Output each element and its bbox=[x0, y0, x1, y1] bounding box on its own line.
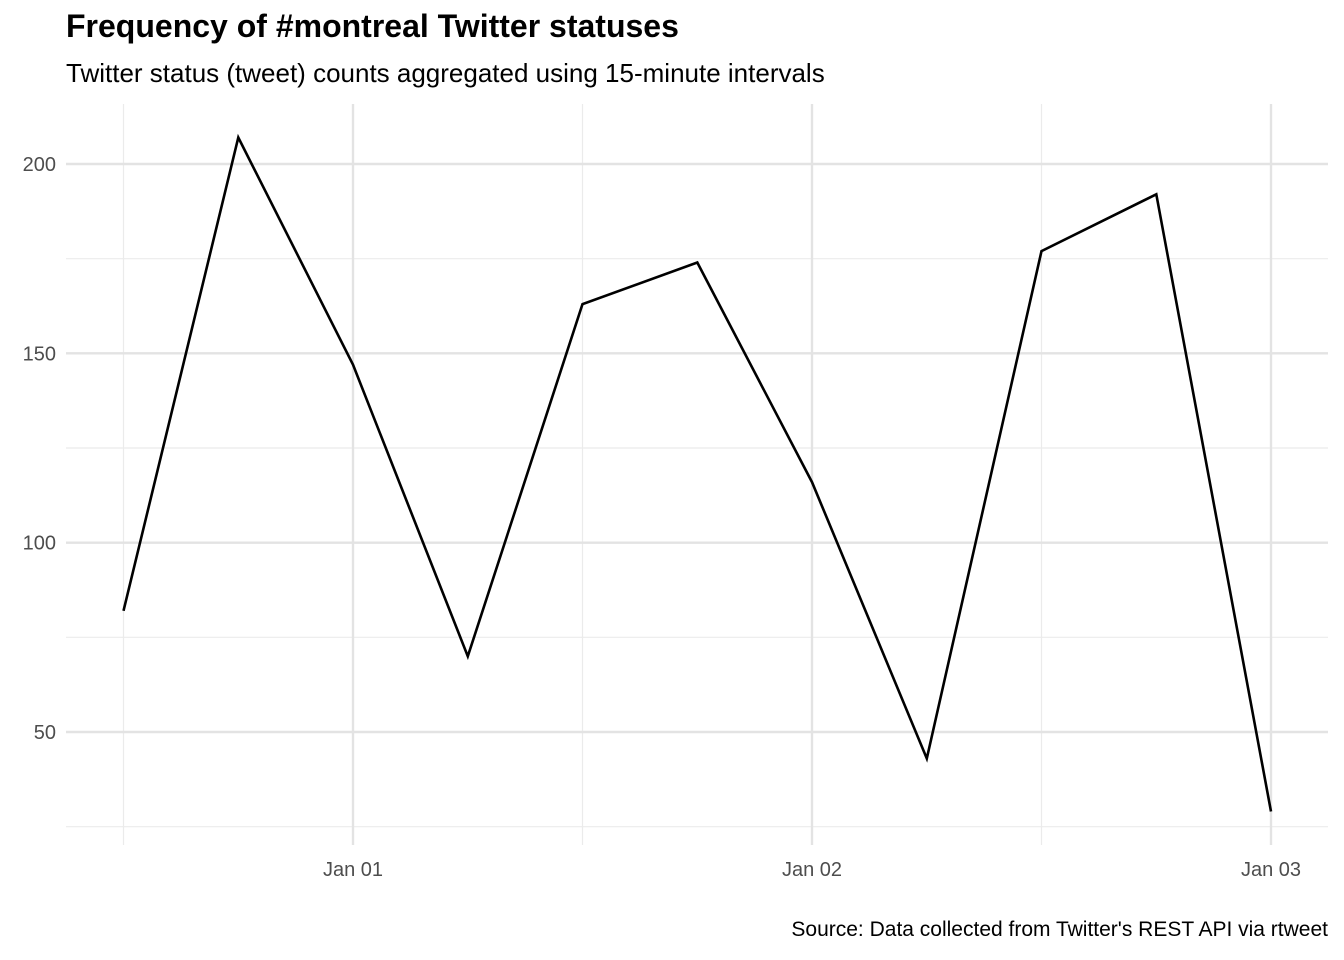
chart-title: Frequency of #montreal Twitter statuses bbox=[66, 8, 679, 44]
y-axis-tick-labels: 50 100 150 200 bbox=[23, 154, 56, 744]
series-line bbox=[122, 133, 1273, 812]
minor-gridlines bbox=[66, 104, 1328, 845]
y-tick-label: 50 bbox=[34, 722, 56, 744]
y-tick-label: 200 bbox=[23, 154, 56, 176]
x-tick-label: Jan 03 bbox=[1241, 859, 1301, 881]
x-axis-tick-labels: Jan 01 Jan 02 Jan 03 bbox=[323, 859, 1301, 881]
x-tick-label: Jan 02 bbox=[782, 859, 842, 881]
y-tick-label: 100 bbox=[23, 533, 56, 555]
x-tick-label: Jan 01 bbox=[323, 859, 383, 881]
series-layer bbox=[122, 133, 1273, 812]
chart-subtitle: Twitter status (tweet) counts aggregated… bbox=[66, 58, 825, 88]
major-gridlines bbox=[66, 104, 1328, 845]
chart-caption: Source: Data collected from Twitter's RE… bbox=[791, 918, 1328, 941]
y-tick-label: 150 bbox=[23, 343, 56, 365]
